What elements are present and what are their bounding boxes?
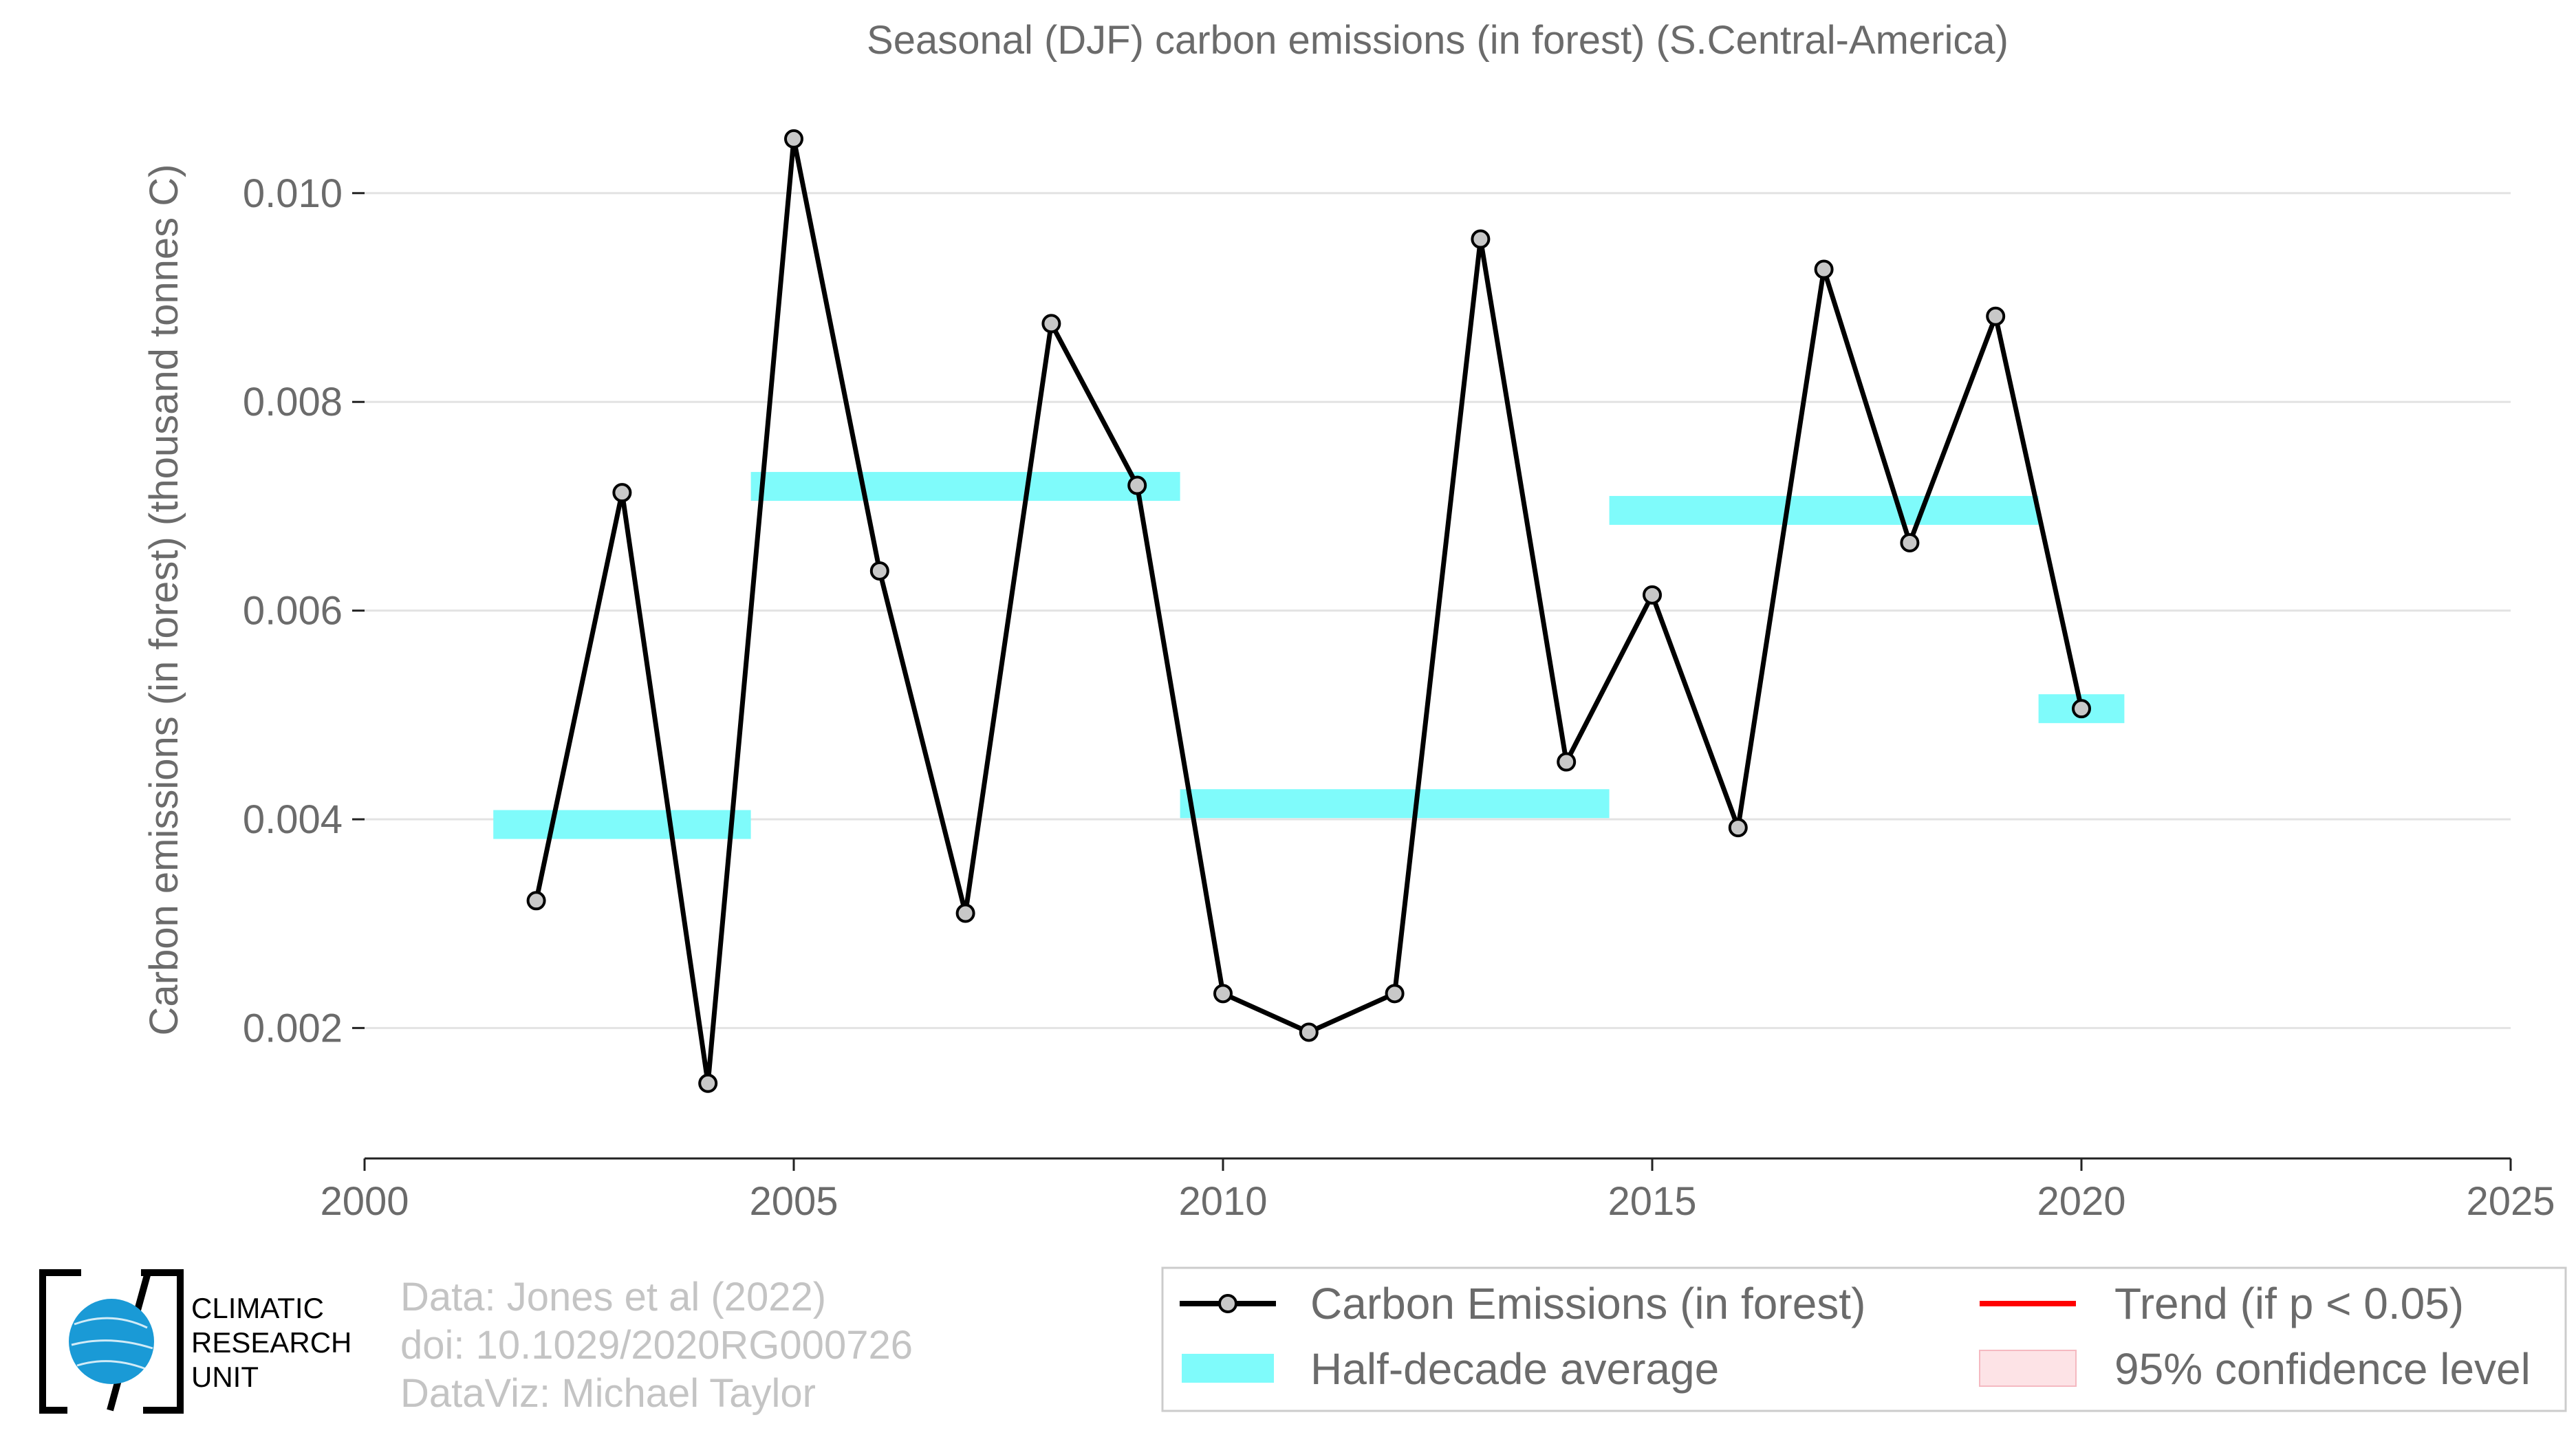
- data-point: [1127, 475, 1147, 495]
- y-tick-label: 0.004: [243, 797, 343, 842]
- data-point: [1471, 229, 1491, 249]
- cru-logo: CLIMATIC RESEARCH UNIT: [39, 1269, 351, 1414]
- y-axis-ticks: 0.002 0.004 0.006 0.008 0.010: [243, 171, 365, 1050]
- x-tick-label: 2015: [1608, 1179, 1696, 1224]
- data-point: [1814, 259, 1834, 279]
- data-point: [1986, 306, 2006, 326]
- y-tick-label: 0.002: [243, 1006, 343, 1050]
- data-point: [1900, 532, 1920, 552]
- x-axis-ticks: 2000 2005 2010 2015 2020 2025: [320, 1158, 2555, 1224]
- legend-label-trend: Trend (if p < 0.05): [2114, 1279, 2464, 1328]
- credit-doi: doi: 10.1029/2020RG000726: [400, 1323, 913, 1368]
- logo-bracket: [39, 1269, 184, 1414]
- y-axis-label: Carbon emissions (in forest) (thousand t…: [142, 164, 186, 1036]
- data-point: [784, 129, 803, 149]
- y-tick-label: 0.006: [243, 589, 343, 634]
- x-tick-label: 2020: [2037, 1179, 2125, 1224]
- logo-text-line2: RESEARCH: [191, 1326, 351, 1359]
- half-decade-band: [493, 810, 751, 839]
- y-tick-label: 0.010: [243, 171, 343, 216]
- legend-label-confidence: 95% confidence level: [2114, 1344, 2531, 1394]
- x-tick-label: 2000: [320, 1179, 409, 1224]
- data-point: [955, 903, 975, 923]
- data-point: [1213, 984, 1233, 1004]
- half-decade-band: [1180, 789, 1610, 819]
- half-decade-band: [1609, 495, 2039, 525]
- legend-label-half-decade: Half-decade average: [1310, 1344, 1719, 1394]
- y-tick-label: 0.008: [243, 380, 343, 424]
- logo-text-line3: UNIT: [191, 1361, 259, 1393]
- legend-label-emissions: Carbon Emissions (in forest): [1310, 1279, 1865, 1328]
- data-point: [869, 561, 889, 581]
- chart-title: Seasonal (DJF) carbon emissions (in fore…: [867, 18, 2009, 63]
- data-point: [2072, 699, 2091, 719]
- logo-text-line1: CLIMATIC: [191, 1292, 324, 1324]
- legend: Carbon Emissions (in forest) Trend (if p…: [1161, 1266, 2567, 1412]
- credit-dataviz: DataViz: Michael Taylor: [400, 1371, 816, 1416]
- data-point: [1041, 314, 1061, 334]
- legend-box: [1161, 1266, 2567, 1412]
- x-tick-label: 2010: [1178, 1179, 1267, 1224]
- x-tick-label: 2005: [749, 1179, 838, 1224]
- data-point: [1299, 1022, 1319, 1042]
- half-decade-band: [750, 472, 1180, 501]
- legend-swatch-confidence: [1979, 1350, 2077, 1387]
- half-decade-bands: [493, 472, 2125, 839]
- data-point: [1728, 818, 1748, 838]
- data-point: [1557, 752, 1577, 772]
- data-point: [698, 1073, 718, 1093]
- data-points: [526, 129, 2091, 1093]
- globe-lines: [71, 1317, 153, 1370]
- data-point: [1385, 984, 1405, 1004]
- credit-data: Data: Jones et al (2022): [400, 1275, 826, 1319]
- data-point: [1643, 585, 1662, 605]
- legend-marker-emissions: [1218, 1294, 1237, 1313]
- data-point: [612, 483, 632, 503]
- legend-swatch-half-decade: [1182, 1354, 1274, 1383]
- data-point: [526, 891, 546, 911]
- x-tick-label: 2025: [2466, 1179, 2555, 1224]
